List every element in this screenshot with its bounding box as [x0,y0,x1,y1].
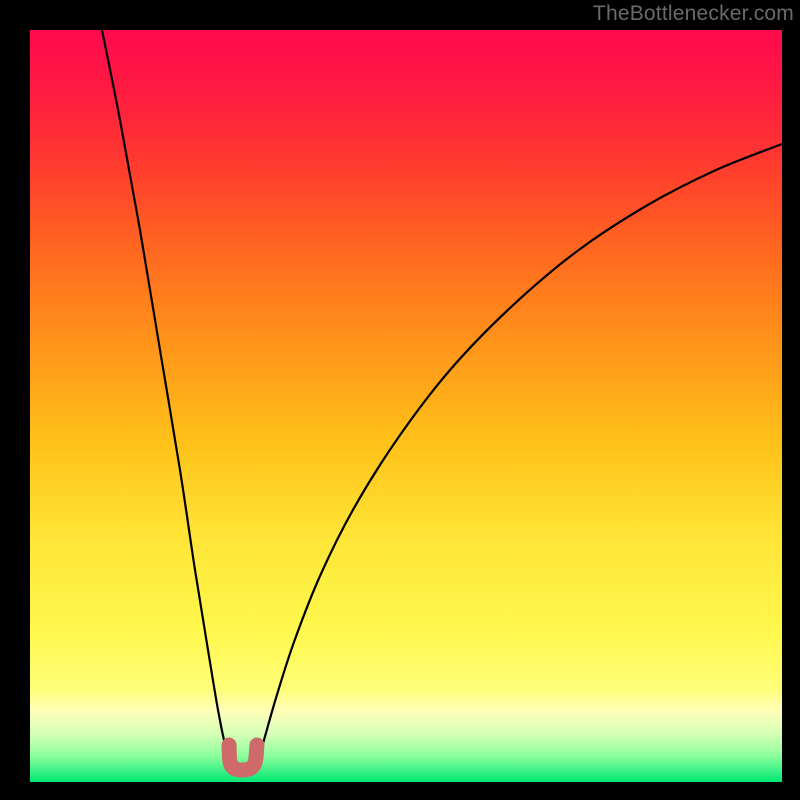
gradient-background [30,30,782,782]
plot-area [30,30,782,782]
chart-svg [30,30,782,782]
watermark-text: TheBottlenecker.com [593,2,794,26]
